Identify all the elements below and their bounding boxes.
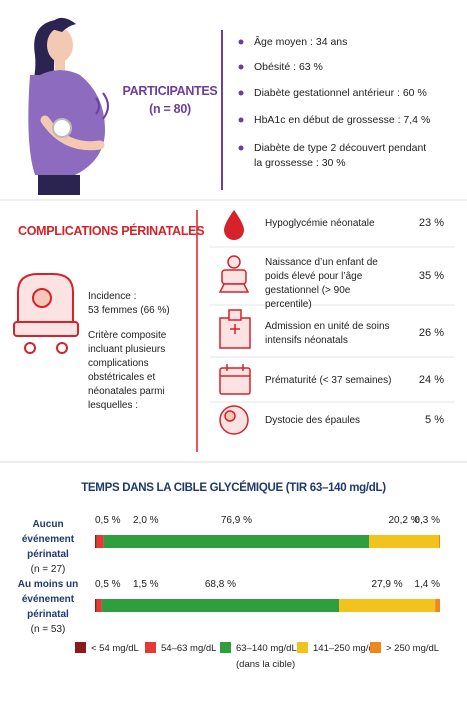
outcome-label: Hypoglycémie néonatale: [265, 218, 375, 229]
legend-label: < 54 mg/dL: [91, 643, 139, 654]
value-label: 2,0 %: [133, 515, 159, 526]
bar-segment: [101, 599, 340, 612]
value-label: 20,2 %: [389, 515, 420, 526]
legend-swatch: [145, 642, 156, 653]
bar-segment: [96, 535, 104, 548]
participant-item: Diabète de type 2 découvert pendant la g…: [254, 142, 427, 169]
incidence: 53 femmes (66 %): [88, 305, 170, 316]
value-label: 1,5 %: [133, 579, 159, 590]
outcome-value: 26 %: [418, 327, 444, 339]
bar-segment: [95, 535, 97, 548]
bar-segment: [96, 599, 102, 612]
participant-item: Diabète gestationnel antérieur : 60 %: [254, 87, 427, 99]
bullets: [238, 39, 244, 151]
bar-segment: [95, 599, 97, 612]
tir-title: TEMPS DANS LA CIBLE GLYCÉMIQUE (TIR 63–1…: [81, 482, 386, 494]
incubator-icon: [13, 273, 79, 354]
row-separators: [210, 246, 455, 403]
legend-label: 141–250 mg/dL: [313, 643, 379, 654]
bar-segment: [369, 535, 439, 548]
value-label: 68,8 %: [205, 579, 236, 590]
note: Critère composite incluant plusieurs com…: [88, 330, 167, 411]
value-label: 76,9 %: [221, 515, 252, 526]
group-name: Au moins un événement périnatal: [17, 579, 79, 620]
bar-segment: [438, 535, 440, 548]
legend-label: > 250 mg/dL: [386, 643, 439, 654]
value-label: 27,9 %: [372, 579, 403, 590]
group-label: Au moins un événement périnatal (n = 53): [6, 577, 90, 637]
value-label: 0,5 %: [95, 515, 121, 526]
outcome-value: 5 %: [425, 414, 444, 426]
count: (n = 80): [149, 102, 191, 116]
bar-segment: [339, 599, 436, 612]
bar-segment: [435, 599, 440, 612]
woman-illustration: [28, 17, 109, 195]
group-n: (n = 27): [30, 564, 66, 575]
value-label: 0,3 %: [414, 515, 440, 526]
outcome-label: Admission en unité de soins intensifs né…: [265, 321, 390, 346]
participant-item: Obésité : 63 %: [254, 61, 323, 73]
legend-swatch: [297, 642, 308, 653]
outcome-value: 24 %: [418, 374, 444, 386]
complications-title: COMPLICATIONS PÉRINATALES: [18, 224, 205, 238]
title: PARTICIPANTES: [122, 84, 218, 98]
legend-swatch: [75, 642, 86, 653]
outcome-label: Prématurité (< 37 semaines): [265, 375, 392, 386]
bar-segment: [103, 535, 370, 548]
group-name: Aucun événement périnatal: [21, 519, 75, 560]
value-label: 1,4 %: [414, 579, 440, 590]
outcome-value: 23 %: [418, 217, 444, 229]
participant-item: Âge moyen : 34 ans: [254, 36, 348, 48]
participants-title: PARTICIPANTES (n = 80): [120, 82, 220, 118]
legend-swatch: [220, 642, 231, 653]
legend-label: 63–140 mg/dL: [236, 643, 297, 654]
participant-item: HbA1c en début de grossesse : 7,4 %: [254, 114, 431, 126]
legend-label: 54–63 mg/dL: [161, 643, 216, 654]
group-label: Aucun événement périnatal (n = 27): [6, 517, 90, 577]
outcome-label: Naissance d’un enfant de poids élevé pou…: [265, 257, 378, 310]
group-n: (n = 53): [30, 624, 66, 635]
incidence-label: Incidence :: [88, 291, 137, 302]
outcome-icons: [218, 210, 251, 435]
value-label: 0,5 %: [95, 579, 121, 590]
legend-note: (dans la cible): [236, 659, 295, 670]
outcome-label: Dystocie des épaules: [265, 415, 361, 426]
outcome-value: 35 %: [418, 270, 444, 282]
legend-swatch: [370, 642, 381, 653]
